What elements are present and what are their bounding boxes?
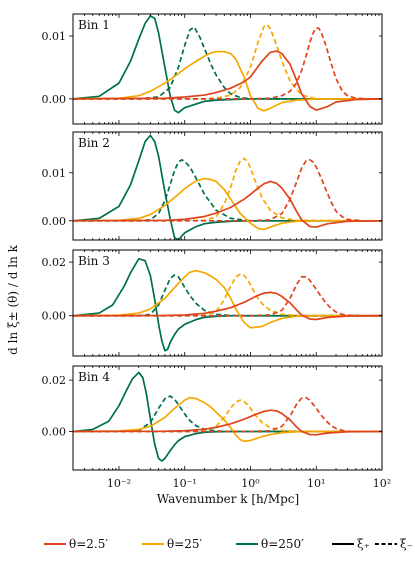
- y-tick-label: 0.01: [42, 30, 67, 43]
- y-tick-label: 0.00: [42, 425, 67, 438]
- series-line: [73, 158, 382, 222]
- legend-label: θ=250′: [261, 537, 304, 551]
- x-tick-label: 10⁰: [241, 477, 260, 490]
- y-tick-label: 0.02: [42, 374, 67, 387]
- series-line: [73, 23, 382, 100]
- legend-label: θ=25′: [167, 537, 203, 551]
- x-tick-label: 10¹: [307, 477, 325, 490]
- series-line: [73, 50, 382, 112]
- panel-2: 0.00 0.01 Bin 2: [42, 131, 383, 241]
- series-line: [73, 50, 382, 112]
- x-tick-label: 10⁻²: [107, 477, 131, 490]
- panel-frame: [72, 13, 383, 125]
- legend-label: ξ₊: [357, 537, 370, 551]
- series-line: [73, 134, 382, 240]
- series-line: [73, 177, 382, 231]
- series-line: [73, 26, 382, 100]
- panel-1: 0.00 0.01 Bin 1: [42, 13, 383, 125]
- panel-frame: [72, 365, 383, 471]
- y-tick-label: 0.02: [42, 256, 67, 269]
- x-tick-label: 10²: [373, 477, 391, 490]
- x-axis-label: Wavenumber k [h/Mpc]: [157, 492, 299, 506]
- x-tick-label: 10⁻¹: [173, 477, 197, 490]
- panel-label: Bin 2: [78, 136, 110, 150]
- legend: θ=2.5′ θ=25′ θ=250′ ξ₊ ξ₋: [44, 537, 413, 551]
- series-line: [73, 26, 382, 100]
- panel-label: Bin 4: [78, 370, 110, 384]
- series-line: [73, 409, 382, 436]
- y-tick-label: 0.00: [42, 215, 67, 228]
- series-line: [73, 396, 382, 443]
- y-tick-label: 0.00: [42, 93, 67, 106]
- series-line: [73, 291, 382, 321]
- panel-3: 0.00 0.02 Bin 3: [42, 249, 383, 357]
- panel-frame: [72, 249, 383, 357]
- series-line: [73, 158, 382, 222]
- series-line: [73, 371, 382, 462]
- panel-label: Bin 3: [78, 254, 110, 268]
- panel-frame: [72, 131, 383, 241]
- series-line: [73, 180, 382, 228]
- series-line: [73, 396, 382, 433]
- legend-label: ξ₋: [400, 537, 413, 551]
- series-line: [73, 274, 382, 317]
- series-line: [73, 258, 382, 352]
- y-tick-label: 0.01: [42, 167, 67, 180]
- series-line: [73, 275, 382, 317]
- y-tick-label: 0.00: [42, 310, 67, 323]
- series-line: [73, 269, 382, 329]
- y-axis-label: d ln ξ± (θ) / d ln k: [6, 244, 20, 354]
- panel-4: 0.00 0.02 Bin 4 10⁻² 10⁻¹ 10⁰ 10¹ 10²: [42, 365, 391, 490]
- legend-label: θ=2.5′: [69, 537, 108, 551]
- series-line: [73, 273, 382, 317]
- panel-label: Bin 1: [78, 18, 110, 32]
- series-line: [73, 157, 382, 222]
